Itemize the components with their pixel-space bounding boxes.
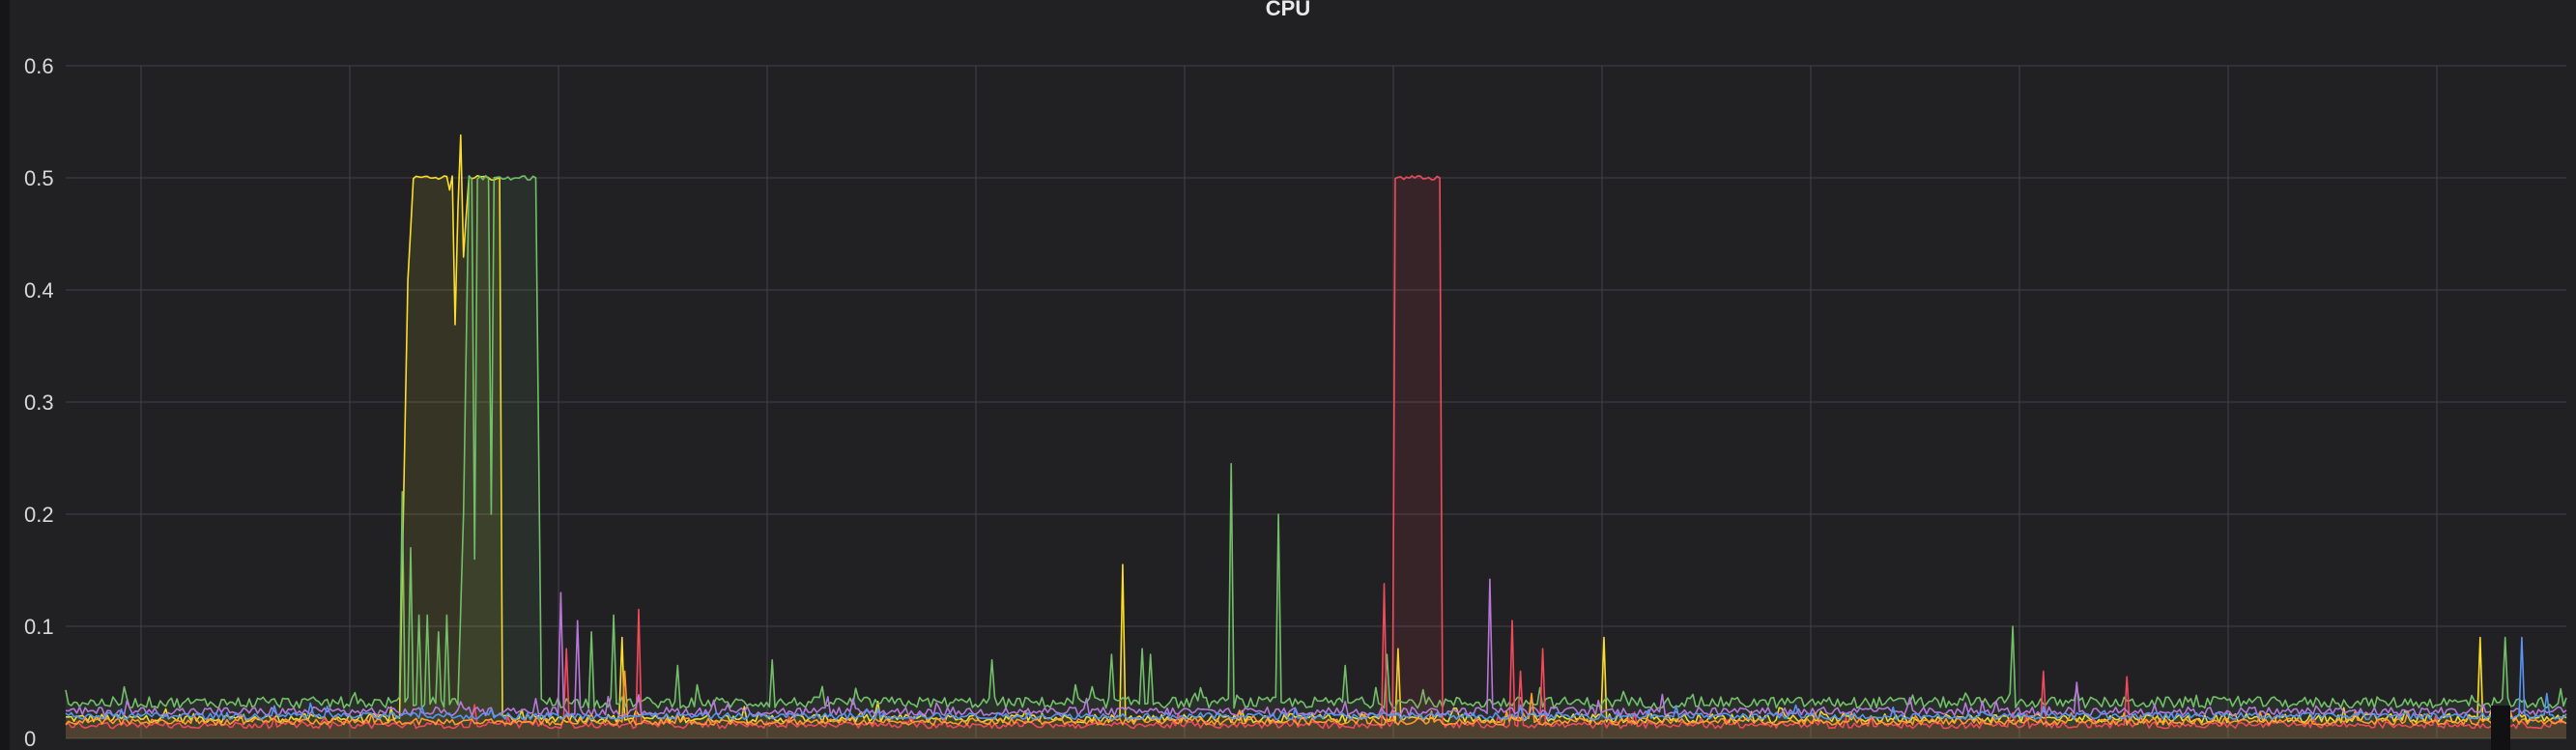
y-tick-label: 0.3 [24,390,54,415]
panel-left-edge [0,0,10,750]
series-5-line [65,636,2567,721]
y-tick-label: 0 [24,727,36,750]
time-range-end-marker [2491,706,2510,750]
series-0-area [66,134,2566,739]
y-tick-label: 0.2 [24,503,54,527]
panel-title[interactable]: CPU [1265,0,1311,20]
y-tick-label: 0.1 [24,615,54,639]
y-tick-label: 0.5 [24,166,54,190]
y-tick-label: 0.6 [24,54,54,78]
series-4-line [65,670,2567,726]
y-tick-label: 0.4 [24,278,54,303]
series-2-line [65,175,2567,730]
series-1-line [65,175,2567,709]
